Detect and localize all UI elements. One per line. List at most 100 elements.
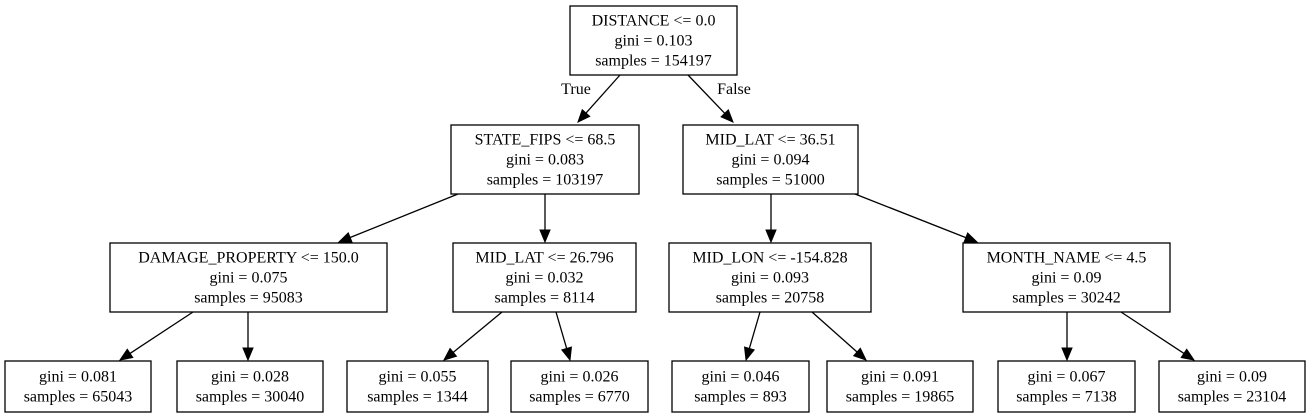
edge-line [585, 74, 621, 114]
node-gini: gini = 0.075 [210, 270, 288, 287]
node-samples: samples = 65043 [24, 389, 133, 406]
node-gini: gini = 0.046 [702, 369, 780, 386]
node-gini: gini = 0.09 [1032, 270, 1102, 287]
node-samples: samples = 51000 [716, 172, 825, 189]
node-samples: samples = 1344 [367, 389, 468, 406]
node-box [346, 360, 489, 413]
split-node-n4: MID_LAT <= 26.796 gini = 0.032 samples = 8… [452, 242, 637, 313]
node-samples: samples = 30040 [196, 389, 305, 406]
node-samples: samples = 23104 [1178, 389, 1287, 406]
arrowhead-icon [337, 231, 353, 243]
node-box [682, 124, 859, 195]
edge-n2-n6 [854, 193, 979, 243]
node-box [668, 242, 872, 313]
node-split-rule: MONTH_NAME <= 4.5 [987, 250, 1147, 267]
leaf-node-l4: gini = 0.026 samples = 6770 [510, 360, 649, 413]
node-gini: gini = 0.091 [861, 369, 939, 386]
split-node-root: DISTANCE <= 0.0 gini = 0.103 samples = 154… [569, 5, 738, 76]
node-gini: gini = 0.081 [39, 369, 117, 386]
edge-n5-l5 [743, 311, 761, 362]
node-box [176, 360, 324, 413]
node-samples: samples = 95083 [194, 290, 303, 307]
edge-line [748, 311, 761, 349]
edge-n3-l1 [118, 311, 194, 361]
edge-line [349, 193, 459, 239]
arrowhead-icon [560, 346, 573, 362]
node-samples: samples = 19865 [846, 389, 955, 406]
node-gini: gini = 0.093 [731, 270, 809, 287]
arrowhead-icon [765, 229, 777, 244]
edge-n3-l2 [242, 312, 254, 362]
node-samples: samples = 893 [694, 389, 787, 406]
leaf-node-l7: gini = 0.067 samples = 7138 [997, 360, 1136, 413]
edge-n5-l6 [811, 311, 867, 361]
arrowhead-icon [118, 348, 134, 361]
edge-line [811, 311, 858, 353]
edge-n4-l3 [442, 311, 503, 361]
edge-label-true: True [561, 81, 591, 98]
node-samples: samples = 30242 [1012, 290, 1121, 307]
arrowhead-icon [720, 108, 734, 123]
node-box [671, 360, 810, 413]
node-gini: gini = 0.055 [379, 369, 457, 386]
arrowhead-icon [1180, 348, 1196, 361]
node-box [4, 360, 152, 413]
node-gini: gini = 0.094 [732, 152, 810, 169]
leaf-node-l8: gini = 0.09 samples = 23104 [1158, 360, 1306, 413]
edge-line [555, 311, 568, 349]
node-samples: samples = 103197 [487, 172, 604, 189]
split-node-n5: MID_LON <= -154.828 gini = 0.093 samples =… [668, 242, 872, 313]
node-gini: gini = 0.083 [506, 152, 584, 169]
node-gini: gini = 0.028 [211, 369, 289, 386]
node-box [450, 124, 640, 195]
node-box [569, 5, 738, 76]
node-split-rule: DAMAGE_PROPERTY <= 150.0 [138, 250, 359, 267]
arrowhead-icon [963, 232, 979, 243]
arrowhead-icon [743, 346, 756, 362]
leaf-node-l5: gini = 0.046 samples = 893 [671, 360, 810, 413]
split-node-n3: DAMAGE_PROPERTY <= 150.0 gini = 0.075 samp… [109, 242, 388, 313]
leaf-node-l2: gini = 0.028 samples = 30040 [176, 360, 324, 413]
node-gini: gini = 0.103 [615, 33, 693, 50]
leaf-node-l1: gini = 0.081 samples = 65043 [4, 360, 152, 413]
leaf-node-l6: gini = 0.091 samples = 19865 [826, 360, 974, 413]
edge-n6-l8 [1120, 311, 1196, 361]
edge-n1-n3 [337, 193, 459, 243]
edge-line [452, 311, 503, 353]
node-samples: samples = 154197 [595, 53, 712, 70]
node-gini: gini = 0.026 [541, 369, 619, 386]
node-box [452, 242, 637, 313]
node-split-rule: MID_LAT <= 26.796 [475, 250, 613, 267]
edge-n2-n5 [765, 194, 777, 244]
arrowhead-icon [1061, 347, 1073, 362]
edge-n4-l4 [555, 311, 573, 362]
edge-label-false: False [717, 81, 751, 98]
arrowhead-icon [539, 229, 551, 244]
tree-edges: True False [118, 74, 1196, 362]
node-samples: samples = 20758 [716, 290, 825, 307]
arrowhead-icon [852, 347, 867, 361]
node-box [109, 242, 388, 313]
split-node-n2: MID_LAT <= 36.51 gini = 0.094 samples = 51… [682, 124, 859, 195]
node-box [1158, 360, 1306, 413]
node-gini: gini = 0.032 [506, 270, 584, 287]
node-split-rule: MID_LON <= -154.828 [692, 250, 847, 267]
edge-n6-l7 [1061, 312, 1073, 362]
arrowhead-icon [577, 108, 591, 123]
node-split-rule: DISTANCE <= 0.0 [592, 13, 716, 30]
node-samples: samples = 6770 [529, 389, 630, 406]
split-node-n1: STATE_FIPS <= 68.5 gini = 0.083 samples = … [450, 124, 640, 195]
edge-line [687, 74, 726, 114]
edge-root-n2: False [687, 74, 751, 123]
node-samples: samples = 8114 [495, 290, 595, 307]
node-box [997, 360, 1136, 413]
leaf-node-l3: gini = 0.055 samples = 1344 [346, 360, 489, 413]
node-split-rule: MID_LAT <= 36.51 [705, 132, 835, 149]
edge-line [129, 311, 194, 354]
edge-root-n1: True [561, 74, 621, 123]
node-split-rule: STATE_FIPS <= 68.5 [475, 132, 616, 149]
tree-nodes: DISTANCE <= 0.0 gini = 0.103 samples = 154… [4, 5, 1306, 413]
arrowhead-icon [442, 347, 458, 361]
node-gini: gini = 0.067 [1028, 369, 1106, 386]
